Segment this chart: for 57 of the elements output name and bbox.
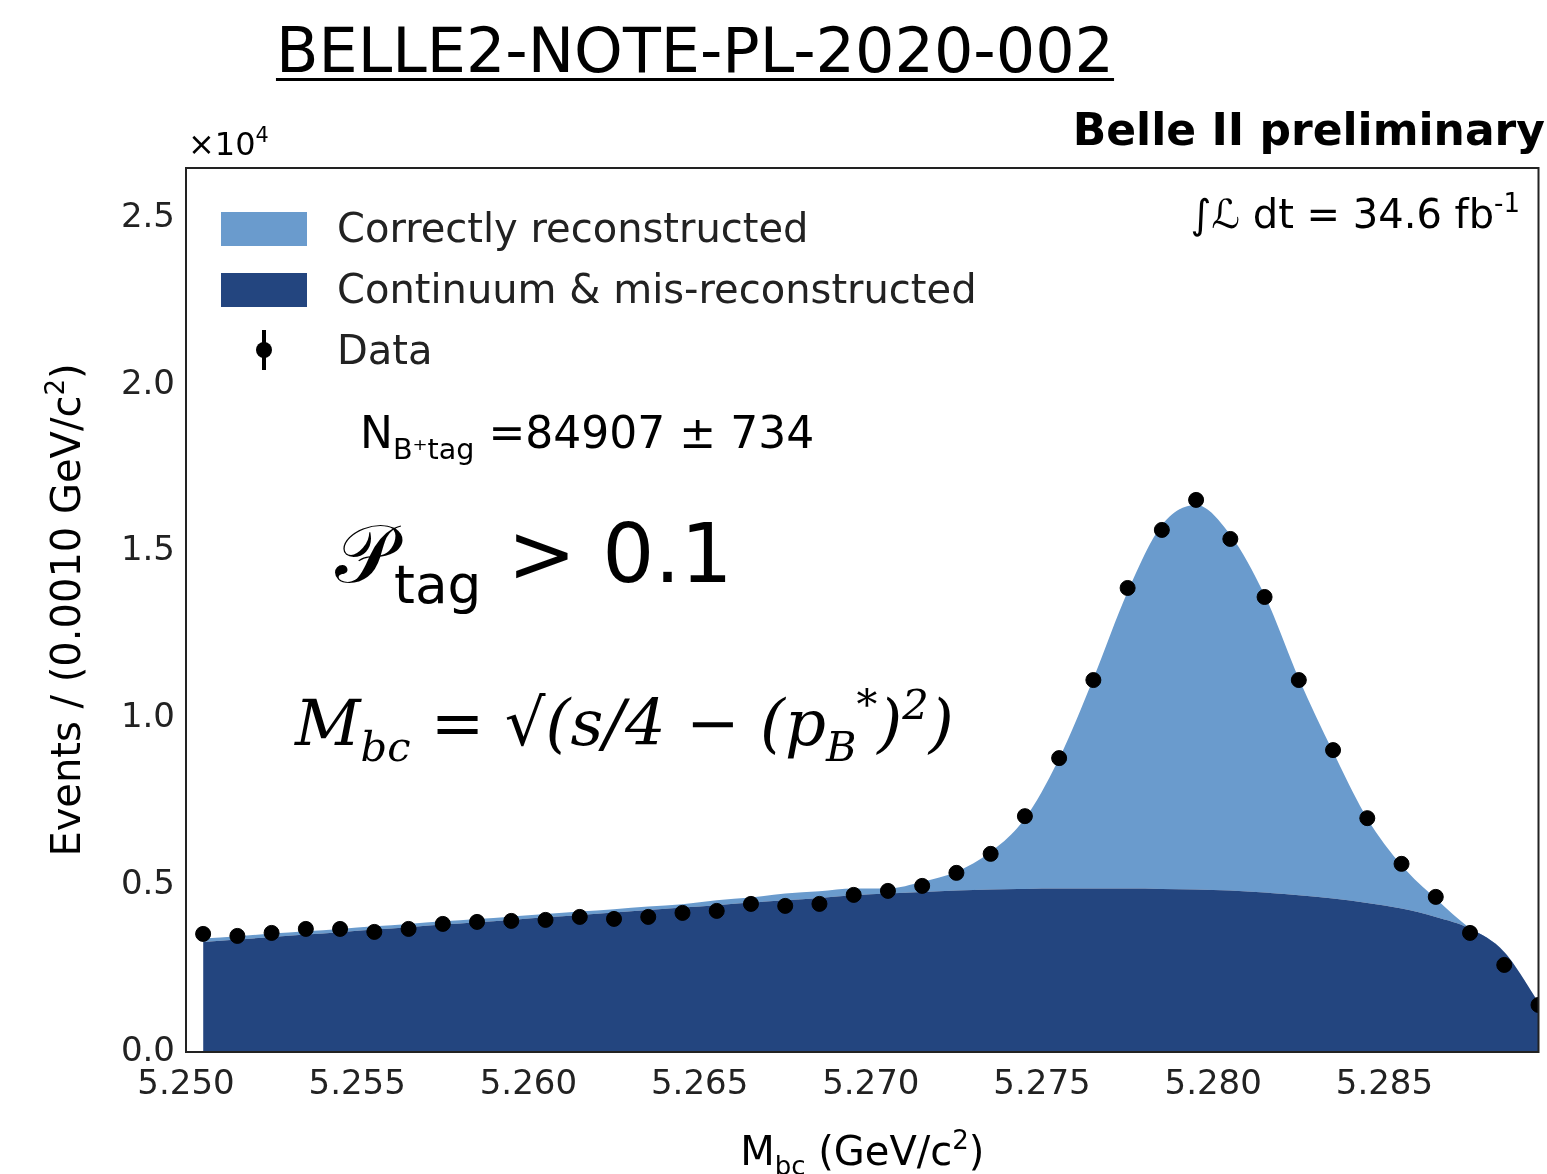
x-tick-label: 5.275 bbox=[993, 1062, 1091, 1103]
point bbox=[229, 927, 246, 944]
point bbox=[1153, 521, 1170, 538]
point bbox=[1016, 808, 1033, 825]
point bbox=[263, 924, 280, 941]
point bbox=[1290, 672, 1307, 689]
point bbox=[332, 920, 349, 937]
point bbox=[434, 915, 451, 932]
point bbox=[1462, 924, 1479, 941]
point bbox=[1051, 750, 1068, 767]
point bbox=[674, 904, 691, 921]
y-tick-label: 1.5 bbox=[120, 528, 175, 569]
point bbox=[606, 910, 623, 927]
point bbox=[1119, 579, 1136, 596]
point bbox=[400, 920, 417, 937]
point bbox=[1256, 588, 1273, 605]
x-tick-label: 5.265 bbox=[650, 1062, 749, 1103]
x-tick-label: 5.285 bbox=[1335, 1062, 1434, 1103]
point bbox=[914, 877, 931, 894]
point bbox=[1188, 491, 1205, 508]
point bbox=[640, 908, 657, 925]
point bbox=[742, 895, 759, 912]
x-tick-label: 5.280 bbox=[1164, 1062, 1262, 1103]
text: Belle II preliminary bbox=[1072, 104, 1546, 155]
y-tick-label: 1.0 bbox=[120, 695, 175, 736]
point bbox=[366, 923, 383, 940]
point bbox=[571, 908, 588, 925]
point bbox=[982, 845, 999, 862]
point bbox=[1085, 672, 1102, 689]
y-tick-label: 2.0 bbox=[120, 361, 175, 402]
x-tick-label: 5.260 bbox=[479, 1062, 578, 1103]
y-tick-label: 0.5 bbox=[120, 862, 175, 903]
point bbox=[777, 897, 794, 914]
legend-label: Correctly reconstructed bbox=[337, 205, 809, 251]
y-axis-title: Events / (0.0010 GeV/c2) bbox=[40, 363, 89, 857]
point bbox=[1496, 956, 1513, 973]
x-tick-label: 5.255 bbox=[308, 1062, 406, 1103]
point bbox=[845, 886, 862, 903]
point bbox=[708, 902, 725, 919]
point bbox=[948, 864, 965, 881]
point bbox=[811, 895, 828, 912]
point bbox=[537, 911, 554, 928]
x-tick-label: 5.270 bbox=[822, 1062, 920, 1103]
point bbox=[195, 925, 212, 942]
point bbox=[297, 920, 314, 937]
point bbox=[1222, 530, 1239, 547]
chart-title: BELLE2-NOTE-PL-2020-002 bbox=[275, 14, 1115, 87]
point bbox=[1427, 888, 1444, 905]
point bbox=[879, 882, 896, 899]
point bbox=[469, 913, 486, 930]
point bbox=[1325, 742, 1342, 759]
y-tick-label: 2.5 bbox=[120, 194, 175, 235]
point bbox=[1359, 810, 1376, 827]
point bbox=[503, 912, 520, 929]
point bbox=[1393, 855, 1410, 872]
legend-label: Data bbox=[337, 327, 433, 373]
legend-label: Continuum & mis-reconstructed bbox=[337, 266, 977, 312]
